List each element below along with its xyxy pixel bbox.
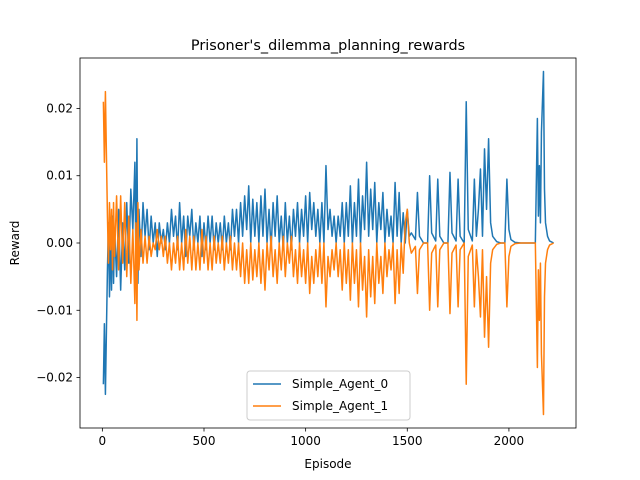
legend: Simple_Agent_0 Simple_Agent_1 xyxy=(246,370,411,421)
x-tick-label: 2000 xyxy=(494,434,525,448)
y-tick-label: −0.01 xyxy=(36,303,73,317)
x-tick-label: 500 xyxy=(193,434,216,448)
y-axis: −0.02 −0.01 0.00 0.01 0.02 xyxy=(36,101,80,385)
series-line-simple-agent-1 xyxy=(102,90,554,416)
x-axis-label: Episode xyxy=(304,457,351,471)
x-axis: 0 500 1000 1500 2000 xyxy=(99,428,525,448)
series-layer xyxy=(102,70,554,416)
y-tick-label: 0.02 xyxy=(46,101,73,115)
y-tick-label: 0.01 xyxy=(46,169,73,183)
legend-label-simple-agent-0: Simple_Agent_0 xyxy=(292,377,388,391)
legend-box xyxy=(246,370,411,421)
x-tick-label: 0 xyxy=(99,434,107,448)
series-line-simple-agent-0 xyxy=(102,70,554,396)
x-tick-label: 1500 xyxy=(392,434,423,448)
y-axis-label: Reward xyxy=(8,221,22,266)
chart-title: Prisoner's_dilemma_planning_rewards xyxy=(191,38,465,54)
legend-label-simple-agent-1: Simple_Agent_1 xyxy=(292,399,388,413)
x-tick-label: 1000 xyxy=(290,434,321,448)
y-tick-label: 0.00 xyxy=(46,236,73,250)
y-tick-label: −0.02 xyxy=(36,371,73,385)
